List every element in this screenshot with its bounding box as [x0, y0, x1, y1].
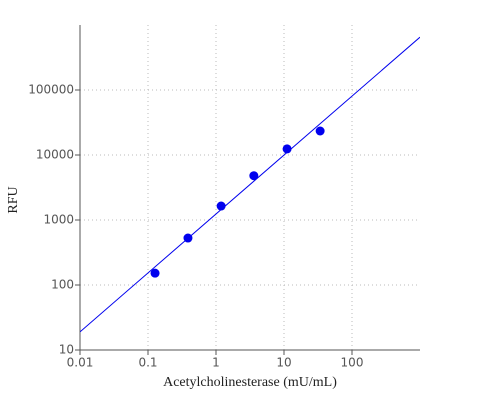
data-point — [282, 144, 292, 154]
x-tick-label: 0.1 — [138, 356, 157, 370]
y-tick-label: 100000 — [28, 83, 74, 97]
data-point — [216, 201, 226, 211]
x-axis-title: Acetylcholinesterase (mU/mL) — [163, 375, 337, 390]
data-point — [315, 126, 325, 136]
y-tick-label: 1000 — [43, 213, 74, 227]
fit-line — [80, 36, 420, 333]
y-tick-label: 10 — [59, 343, 74, 357]
x-tick-label: 100 — [341, 356, 364, 370]
data-point — [183, 233, 193, 243]
data-point — [249, 171, 259, 181]
y-axis-title: RFU — [6, 186, 21, 213]
y-tick-label: 100 — [51, 278, 74, 292]
x-tick-label: 0.01 — [67, 356, 94, 370]
y-tick-label: 10000 — [36, 148, 74, 162]
data-point — [150, 268, 160, 278]
x-tick-label: 10 — [276, 356, 291, 370]
x-tick-label: 1 — [212, 356, 220, 370]
